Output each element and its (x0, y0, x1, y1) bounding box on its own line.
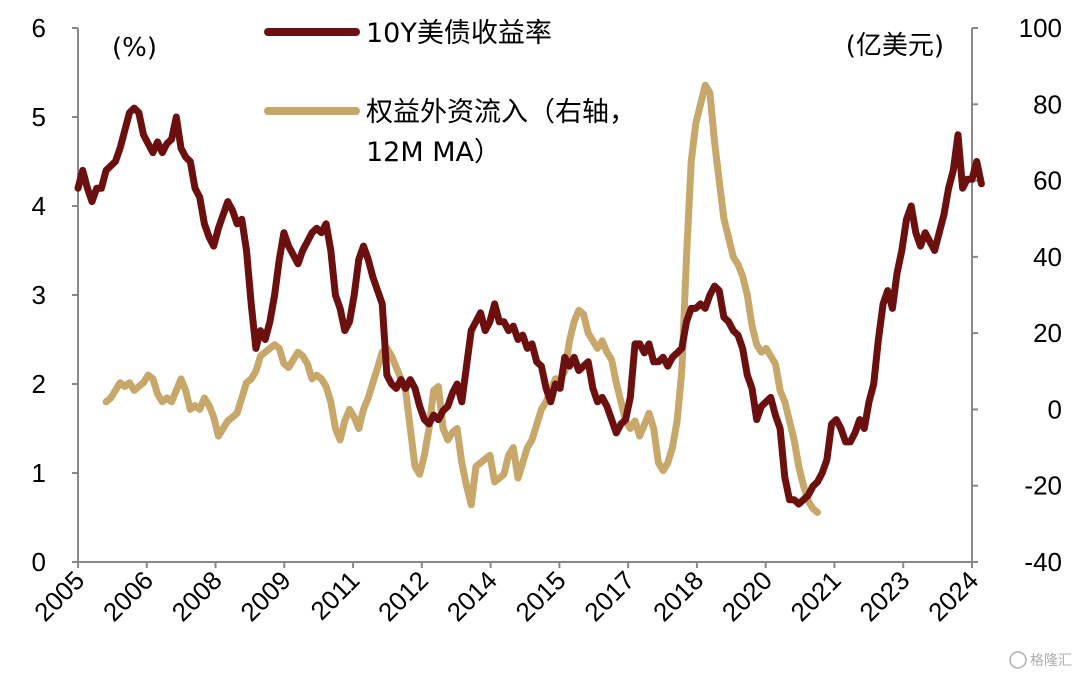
left-tick-label: 1 (32, 458, 46, 488)
left-y-ticks: 0 1 2 3 4 5 6 (32, 13, 78, 577)
left-tick-label: 2 (32, 369, 46, 399)
x-tick-label: 2015 (510, 565, 572, 627)
x-tick-label: 2020 (716, 565, 778, 627)
right-tick-label: 100 (1019, 13, 1062, 43)
x-tick-label: 2024 (922, 565, 984, 627)
left-axis-unit-label: (%) (112, 33, 157, 63)
x-ticks: 2005 2006 2008 2009 2011 2012 2014 2015 2017 2018… (28, 562, 984, 627)
right-tick-label: 20 (1033, 318, 1062, 348)
right-tick-label: 40 (1033, 242, 1062, 272)
x-tick-label: 2023 (853, 565, 915, 627)
series-line-10y-yield (74, 104, 985, 508)
x-tick-label: 2021 (785, 565, 847, 627)
right-tick-label: 0 (1048, 394, 1062, 424)
left-tick-label: 0 (32, 547, 46, 577)
x-tick-label: 2017 (578, 565, 640, 627)
right-tick-label: 60 (1033, 166, 1062, 196)
right-axis-unit-label: (亿美元) (846, 31, 944, 61)
svg-text:格隆汇: 格隆汇 (1030, 653, 1072, 669)
right-tick-label: -20 (1024, 471, 1062, 501)
legend-label-yield: 10Y美债收益率 (366, 18, 552, 49)
left-tick-label: 3 (32, 280, 46, 310)
legend-label-flows-line2: 12M MA） (366, 137, 501, 168)
left-tick-label: 6 (32, 13, 46, 43)
x-tick-label: 2018 (647, 565, 709, 627)
legend: 10Y美债收益率 权益外资流入（右轴， 12M MA） (264, 18, 645, 168)
x-tick-label: 2009 (234, 565, 296, 627)
right-tick-label: 80 (1033, 89, 1062, 119)
x-tick-label: 2014 (441, 565, 503, 627)
watermark: 格隆汇 (1009, 651, 1072, 669)
x-tick-label: 2012 (372, 565, 434, 627)
right-tick-label: -40 (1024, 547, 1062, 577)
series-layer (74, 81, 985, 516)
left-tick-label: 5 (32, 102, 46, 132)
legend-label-flows: 权益外资流入（右轴， 12M MA） (366, 97, 645, 168)
x-tick-label: 2011 (305, 565, 366, 626)
right-y-ticks: -40 -20 0 20 40 60 80 100 (972, 13, 1062, 577)
x-tick-label: 2008 (166, 565, 228, 627)
legend-label-flows-line1: 权益外资流入（右轴， (366, 97, 636, 128)
x-tick-label: 2006 (97, 565, 159, 627)
left-tick-label: 4 (32, 191, 46, 221)
series-line-equity-inflows (102, 81, 821, 516)
